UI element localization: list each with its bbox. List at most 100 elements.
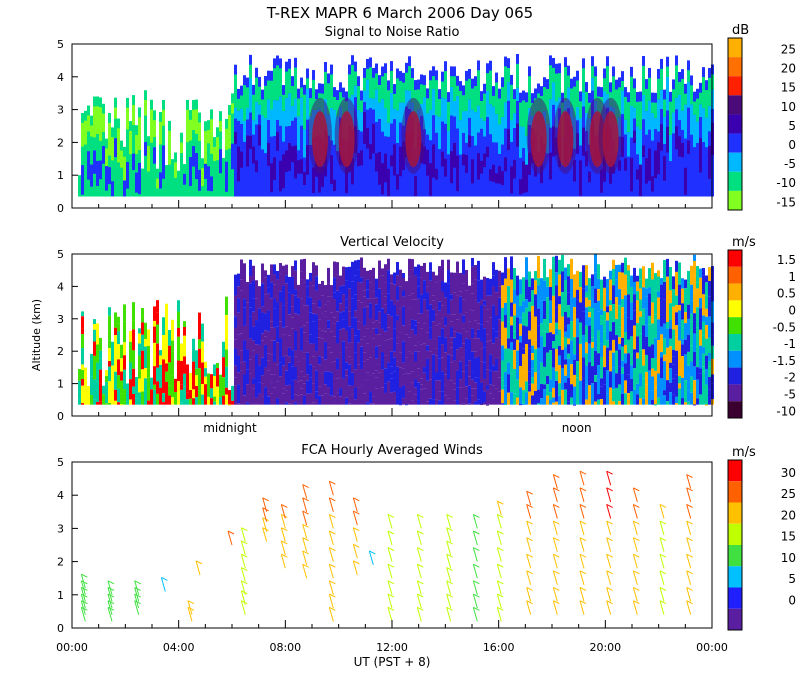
vv-cell: [237, 273, 240, 287]
wind-barb: [416, 607, 422, 622]
vv-cell: [690, 392, 693, 405]
vv-cell: [276, 326, 279, 343]
vv-cell: [252, 383, 255, 389]
vv-cell: [594, 302, 597, 325]
vv-cell: [375, 358, 378, 365]
colorbar-swatch: [728, 317, 742, 334]
snr-cell: [636, 101, 639, 127]
vv-cell: [585, 297, 588, 308]
snr-cell: [258, 86, 261, 105]
vv-cell: [435, 314, 438, 326]
vv-cell: [528, 348, 531, 372]
snr-halo: [401, 97, 426, 174]
vv-cell: [492, 275, 495, 287]
vv-cell: [435, 399, 438, 405]
vv-cell: [339, 303, 342, 313]
vv-cell: [483, 402, 486, 405]
vv-cell: [195, 375, 198, 386]
vv-cell: [348, 342, 351, 357]
vv-cell: [324, 285, 327, 305]
vv-cell: [255, 280, 258, 299]
wind-barb-flag: [633, 553, 640, 558]
vv-cell: [321, 280, 324, 296]
vv-cell: [366, 298, 369, 307]
snr-cell: [486, 73, 489, 92]
vv-cell: [690, 313, 693, 322]
vv-cell: [258, 286, 261, 309]
vv-cell: [510, 256, 513, 280]
vv-cell: [594, 254, 597, 273]
wind-barb: [659, 520, 665, 536]
snr-cell: [633, 88, 636, 108]
vv-cell: [624, 393, 627, 405]
snr-cell: [333, 110, 336, 145]
snr-cell: [282, 154, 285, 189]
vv-cell: [591, 307, 594, 322]
vv-cell: [423, 343, 426, 368]
wind-barb-flag: [302, 497, 309, 502]
colorbar-swatch: [728, 266, 742, 284]
vv-cell: [531, 345, 534, 354]
vv-cell: [129, 330, 132, 342]
vv-cell: [270, 354, 273, 375]
snr-cell: [660, 108, 663, 125]
snr-cell: [363, 112, 366, 144]
snr-cell: [642, 65, 645, 96]
snr-cell: [651, 102, 654, 114]
wind-barb-flag: [387, 593, 395, 598]
snr-cell: [468, 78, 471, 100]
vv-cell: [132, 329, 135, 351]
vv-cell: [513, 268, 516, 290]
vv-cell: [129, 379, 132, 400]
snr-cell: [522, 126, 525, 149]
vv-cell: [390, 300, 393, 317]
vv-cell: [519, 323, 522, 336]
vv-cell: [108, 340, 111, 349]
wind-barb-flag: [353, 497, 360, 502]
vv-cell: [612, 352, 615, 368]
vv-cell: [258, 393, 261, 405]
vv-cell: [258, 321, 261, 345]
vv-cell: [138, 333, 141, 344]
vv-cell: [402, 306, 405, 326]
vv-cell: [216, 386, 219, 405]
vv-cell: [705, 275, 708, 283]
vv-cell: [453, 389, 456, 401]
vv-cell: [198, 390, 201, 405]
vv-cell: [162, 382, 165, 394]
vv-cell: [156, 367, 159, 382]
vv-cell: [444, 374, 447, 386]
wind-barb: [686, 600, 692, 615]
vv-cell: [537, 371, 540, 390]
snr-cell: [462, 154, 465, 166]
wind-barb: [107, 593, 113, 609]
vv-cell: [255, 344, 258, 355]
vv-cell: [615, 318, 618, 336]
vv-cell: [402, 277, 405, 291]
snr-cell: [681, 142, 684, 158]
vv-cell: [519, 305, 522, 318]
vv-cell: [495, 331, 498, 338]
vv-cell: [327, 267, 330, 284]
vv-cell: [267, 360, 270, 371]
snr-cell: [372, 77, 375, 99]
vv-cell: [318, 283, 321, 301]
vv-cell: [384, 383, 387, 393]
vv-cell: [702, 384, 705, 405]
vv-cell: [300, 271, 303, 280]
vv-cell: [165, 381, 168, 405]
vv-cell: [372, 291, 375, 299]
snr-cell: [519, 157, 522, 180]
wind-barb-flag: [686, 487, 693, 492]
vv-cell: [327, 347, 330, 372]
snr-cell: [108, 122, 111, 156]
snr-cell: [378, 102, 381, 120]
snr-cell: [312, 79, 315, 111]
wind-barb-flag: [526, 520, 533, 525]
vv-cell: [327, 296, 330, 302]
vv-cell: [342, 311, 345, 320]
snr-cell: [618, 87, 621, 118]
vv-cell: [390, 373, 393, 379]
vv-cell: [411, 299, 414, 320]
snr-cell: [195, 109, 198, 134]
